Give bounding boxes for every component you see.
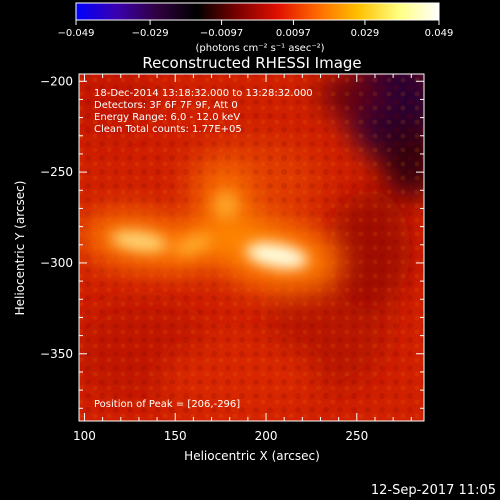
annotation-line: Energy Range: 6.0 - 12.0 keV <box>94 112 240 123</box>
source-core <box>245 242 309 269</box>
colorbar-tick-label: −0.029 <box>132 28 169 39</box>
plot-annotations: 18-Dec-2014 13:18:32.000 to 13:28:32.000… <box>94 88 313 135</box>
colorbar <box>75 2 440 21</box>
y-tick-label: −200 <box>40 74 73 88</box>
peak-position-label: Position of Peak = [206,-296] <box>94 399 240 410</box>
annotation-line: 18-Dec-2014 13:18:32.000 to 13:28:32.000 <box>94 88 313 99</box>
heatmap-source-cores <box>110 190 309 269</box>
x-tick-label: 100 <box>73 429 96 443</box>
source-core <box>174 234 212 256</box>
colorbar-ticks: −0.049 −0.029 −0.0097 0.0097 0.029 0.049 <box>57 20 453 39</box>
y-tick-label: −250 <box>40 165 73 179</box>
annotation-line: Clean Total counts: 1.77E+05 <box>94 124 242 135</box>
y-tick-label: −350 <box>40 347 73 361</box>
x-axis: 100 150 200 250 <box>73 74 412 443</box>
x-tick-label: 150 <box>164 429 187 443</box>
colorbar-tick-label: 0.049 <box>425 28 454 39</box>
source-core <box>212 190 240 220</box>
colorbar-tick-label: 0.0097 <box>276 28 311 39</box>
heatmap-image <box>79 74 424 421</box>
footer-timestamp: 12-Sep-2017 11:05 <box>371 483 496 498</box>
colorbar-tick-label: −0.049 <box>57 28 94 39</box>
y-axis: −200 −250 −300 −350 <box>40 74 424 409</box>
chart-title: Reconstructed RHESSI Image <box>142 54 361 72</box>
source-core <box>110 230 168 252</box>
y-axis-label: Heliocentric Y (arcsec) <box>13 181 27 316</box>
colorbar-unit-label: (photons cm⁻² s⁻¹ asec⁻²) <box>195 43 324 54</box>
x-tick-label: 250 <box>345 429 368 443</box>
colorbar-tick-label: 0.029 <box>351 28 380 39</box>
x-tick-label: 200 <box>255 429 278 443</box>
plot-frame <box>78 73 425 422</box>
annotation-line: Detectors: 3F 6F 7F 9F, Att 0 <box>94 100 238 111</box>
x-axis-label: Heliocentric X (arcsec) <box>184 449 320 463</box>
colorbar-tick-label: −0.0097 <box>200 28 243 39</box>
y-tick-label: −300 <box>40 256 73 270</box>
